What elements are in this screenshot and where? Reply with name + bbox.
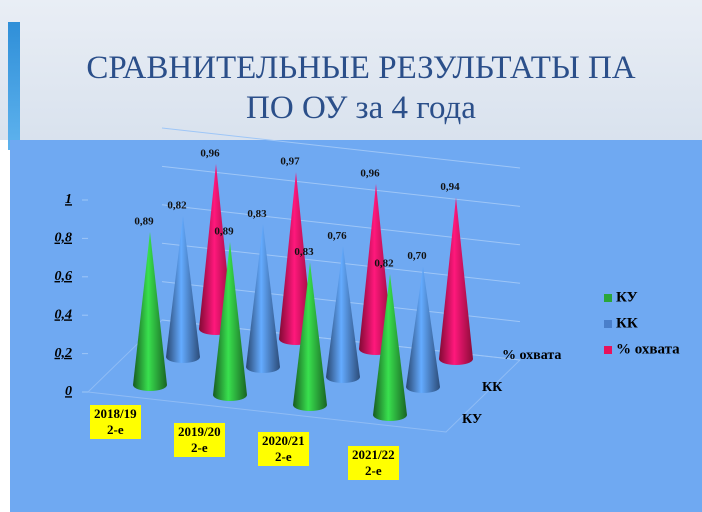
legend-swatch: [604, 346, 612, 354]
grid-line: [161, 165, 521, 207]
cone: [213, 241, 247, 401]
cone-body: [359, 183, 393, 355]
accent-bar: [8, 22, 20, 150]
cone: [166, 215, 200, 363]
cone-body: [326, 246, 360, 383]
cone-body: [373, 273, 407, 421]
cone: [359, 183, 393, 355]
y-tick-label: 0,8: [55, 231, 73, 246]
cone: [326, 246, 360, 383]
cone-body: [133, 231, 167, 391]
cone-body: [279, 172, 313, 345]
grid-line: [161, 127, 521, 169]
data-label: 0,82: [167, 199, 187, 211]
cone-body: [246, 224, 280, 373]
legend-label: % охвата: [616, 341, 680, 357]
header-band: [0, 0, 702, 140]
data-label: 0,96: [200, 147, 220, 159]
legend-swatch: [604, 320, 612, 328]
cone: [279, 172, 313, 345]
cone: [373, 273, 407, 421]
y-tick-label: 0,4: [55, 307, 73, 322]
data-label: 0,89: [134, 215, 154, 227]
cone: [439, 197, 473, 365]
y-tick-label: 1: [65, 192, 72, 207]
cone: [293, 262, 327, 411]
data-label: 0,76: [327, 230, 347, 242]
x-tick-label: 2018/19 2-е: [90, 405, 141, 439]
cone: [133, 231, 167, 391]
y-tick-label: 0: [65, 384, 72, 399]
x-tick-label: 2020/21 2-е: [258, 432, 309, 466]
cone-body: [293, 262, 327, 411]
cone-body: [406, 266, 440, 393]
data-label: 0,97: [280, 156, 300, 168]
cone: [406, 266, 440, 393]
y-tick-label: 0,6: [55, 269, 73, 284]
legend-label: КУ: [616, 289, 638, 305]
depth-label: КУ: [462, 412, 482, 427]
grid-line: [161, 204, 521, 246]
depth-label: КК: [482, 380, 503, 395]
data-label: 0,83: [294, 246, 314, 258]
data-label: 0,89: [214, 225, 234, 237]
data-label: 0,94: [440, 181, 460, 193]
data-label: 0,70: [407, 250, 427, 262]
chart-title: СРАВНИТЕЛЬНЫЕ РЕЗУЛЬТАТЫ ПА ПО ОУ за 4 г…: [86, 50, 636, 126]
depth-label: % охвата: [502, 348, 561, 363]
cone-body: [166, 215, 200, 363]
legend-label: КК: [616, 315, 638, 331]
data-label: 0,83: [247, 208, 267, 220]
legend-swatch: [604, 294, 612, 302]
data-label: 0,82: [374, 257, 394, 269]
cone-body: [439, 197, 473, 365]
x-tick-label: 2019/20 2-е: [174, 423, 225, 457]
cone-body: [213, 241, 247, 401]
cone: [246, 224, 280, 373]
y-tick-label: 0,2: [55, 346, 73, 361]
x-tick-label: 2021/22 2-е: [348, 446, 399, 480]
data-label: 0,96: [360, 167, 380, 179]
